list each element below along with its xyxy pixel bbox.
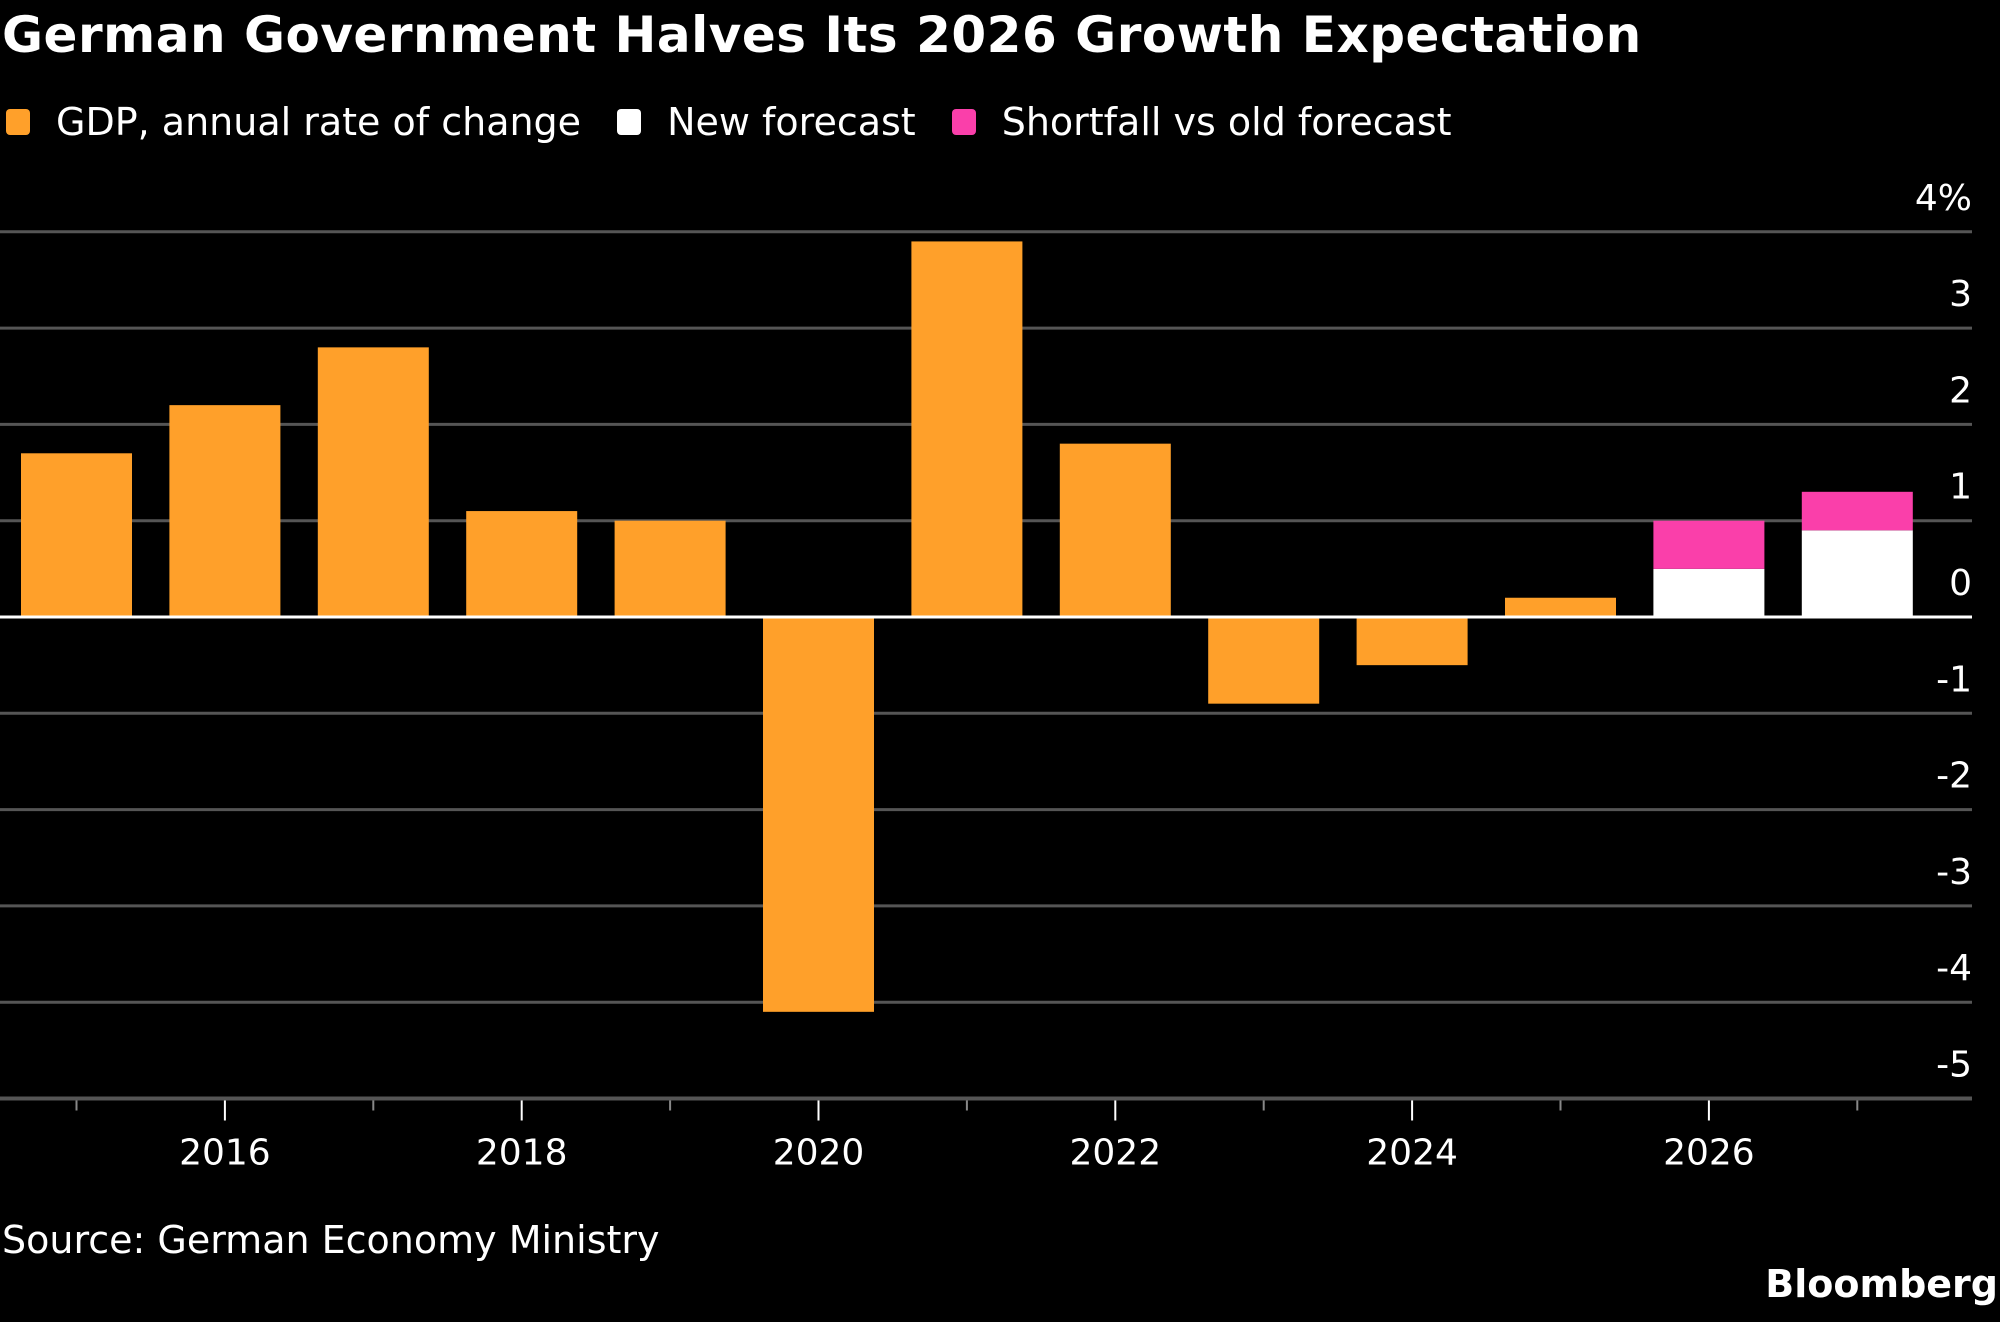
bar-gdp-2016 <box>169 405 281 617</box>
bar-gdp-2021 <box>911 241 1023 617</box>
bar-shortfall-2027 <box>1801 491 1913 531</box>
legend-swatch-gdp <box>6 109 30 135</box>
legend-swatch-new-forecast <box>617 109 642 135</box>
y-tick-label: 0 <box>1949 563 1972 604</box>
legend-item-new-forecast: New forecast <box>617 100 916 144</box>
bar-gdp-2025 <box>1505 597 1616 617</box>
x-tick-label: 2018 <box>476 1133 568 1174</box>
chart-title: German Government Halves Its 2026 Growth… <box>2 6 1642 64</box>
y-tick-label: -5 <box>1936 1045 1972 1086</box>
bar-shortfall-2026 <box>1653 520 1765 569</box>
x-tick-label: 2026 <box>1663 1133 1755 1174</box>
bar-gdp-2022 <box>1059 443 1171 617</box>
legend: GDP, annual rate of change New forecast … <box>6 100 1488 144</box>
x-tick-label: 2022 <box>1069 1133 1161 1174</box>
source-note: Source: German Economy Ministry <box>2 1218 660 1262</box>
y-axis-labels: 4% 3 2 1 0 -1 -2 -3 -4 -5 <box>1915 178 1972 1086</box>
bar-new-forecast-2027 <box>1801 530 1913 617</box>
bloomberg-logo: Bloomberg <box>1765 1262 1998 1306</box>
bars <box>21 241 1913 1012</box>
bar-gdp-2020 <box>763 617 874 1012</box>
y-tick-label: -4 <box>1936 948 1972 989</box>
legend-label-gdp: GDP, annual rate of change <box>56 100 582 144</box>
bar-gdp-2019 <box>614 520 726 617</box>
legend-label-shortfall: Shortfall vs old forecast <box>1001 100 1452 144</box>
x-tick-label: 2016 <box>179 1133 271 1174</box>
y-tick-label: 4% <box>1915 178 1972 219</box>
legend-swatch-shortfall <box>951 109 976 135</box>
x-axis: 2016 2018 2020 2022 2024 2026 <box>0 1096 1972 1174</box>
legend-item-shortfall: Shortfall vs old forecast <box>951 100 1452 144</box>
legend-label-new-forecast: New forecast <box>667 100 916 144</box>
y-tick-label: 3 <box>1949 274 1972 315</box>
y-tick-label: 1 <box>1949 467 1972 508</box>
x-tick-label: 2020 <box>773 1133 865 1174</box>
bar-gdp-2015 <box>21 453 132 617</box>
bar-new-forecast-2026 <box>1653 568 1765 617</box>
bar-gdp-2023 <box>1208 617 1320 704</box>
y-tick-label: -1 <box>1936 659 1972 700</box>
y-tick-label: -3 <box>1936 852 1972 893</box>
y-tick-label: -2 <box>1936 756 1972 797</box>
bar-gdp-2017 <box>317 347 429 617</box>
bar-gdp-2018 <box>466 511 578 617</box>
legend-item-gdp: GDP, annual rate of change <box>6 100 581 144</box>
x-tick-label: 2024 <box>1366 1133 1458 1174</box>
y-tick-label: 2 <box>1949 370 1972 411</box>
bar-gdp-2024 <box>1356 617 1468 666</box>
